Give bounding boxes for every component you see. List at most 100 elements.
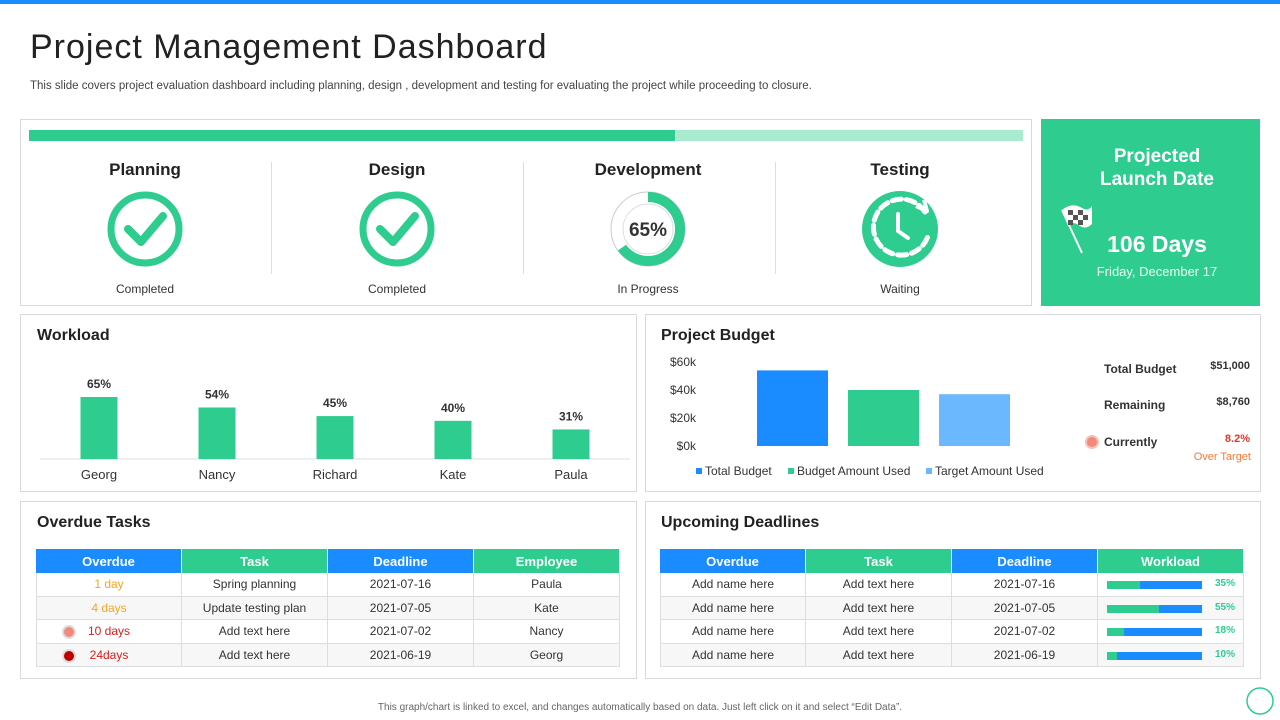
table-cell: Spring planning bbox=[182, 573, 328, 597]
workload-bar bbox=[1107, 604, 1160, 613]
table-cell: Add name here bbox=[660, 573, 806, 597]
bar bbox=[434, 420, 472, 459]
workload-track bbox=[1107, 581, 1202, 589]
donut-label: 65% bbox=[629, 220, 667, 241]
stage-name: Testing bbox=[870, 160, 930, 179]
x-tick-label: Georg bbox=[81, 467, 117, 482]
workload-label: 35% bbox=[1214, 578, 1235, 589]
launch-date: Friday, December 17 bbox=[1096, 264, 1218, 279]
table-cell: 2021-07-02 bbox=[328, 620, 474, 644]
check-icon bbox=[107, 191, 183, 267]
legend-label: Budget Amount Used bbox=[797, 464, 910, 478]
launch-title-line: Launch Date bbox=[1099, 169, 1215, 190]
stage-icons: 65% bbox=[107, 191, 938, 267]
workload-bar bbox=[1107, 628, 1125, 636]
table-cell: 2021-07-05 bbox=[952, 596, 1098, 620]
table-cell: Add text here bbox=[182, 620, 328, 644]
panel-title: Overdue Tasks bbox=[37, 514, 151, 531]
table-cell: 2021-06-19 bbox=[328, 643, 474, 667]
table-cell: Add text here bbox=[806, 573, 952, 597]
launch-days: 106 Days bbox=[1107, 231, 1207, 257]
table-cell: Add name here bbox=[660, 620, 806, 644]
legend-label: Total Budget bbox=[705, 464, 772, 478]
workload-panel bbox=[20, 314, 637, 492]
alert-dot bbox=[62, 648, 76, 663]
table-cell: Add text here bbox=[806, 643, 952, 667]
x-tick-label: Nancy bbox=[199, 467, 236, 482]
legend-swatch bbox=[926, 468, 932, 474]
table-header: Task bbox=[806, 549, 952, 573]
clock-icon bbox=[862, 191, 938, 267]
x-tick-label: Kate bbox=[440, 467, 467, 482]
workload-label: 10% bbox=[1214, 648, 1235, 660]
table-cell: 2021-06-19 bbox=[952, 643, 1098, 667]
table-cell: Georg bbox=[474, 643, 620, 667]
status-dot bbox=[1085, 435, 1099, 449]
table-header: Workload bbox=[1098, 549, 1244, 573]
summary-value: $51,000 bbox=[1210, 360, 1250, 372]
bar bbox=[757, 370, 828, 446]
table-header: Overdue bbox=[660, 549, 806, 573]
footer-note: This graph/chart is linked to excel, and… bbox=[377, 702, 903, 713]
stages-panel bbox=[20, 119, 1032, 306]
legend-label: Target Amount Used bbox=[935, 464, 1044, 478]
table-header: Deadline bbox=[952, 549, 1098, 573]
top-strip bbox=[0, 0, 1280, 4]
legend-swatch bbox=[696, 468, 702, 474]
y-tick-label: $20k bbox=[670, 411, 697, 425]
table-header: Deadline bbox=[328, 549, 474, 573]
alert-dot bbox=[62, 625, 76, 639]
divider bbox=[523, 162, 524, 274]
panel-title: Project Budget bbox=[661, 327, 775, 344]
value-label: 54% bbox=[205, 387, 229, 401]
bar bbox=[552, 429, 590, 459]
table-cell: 4 days bbox=[36, 596, 182, 620]
value-label: 31% bbox=[559, 409, 583, 423]
bar bbox=[939, 394, 1010, 446]
summary-label: Remaining bbox=[1104, 398, 1165, 412]
workload-label: 55% bbox=[1214, 601, 1235, 613]
summary-label: Total Budget bbox=[1104, 362, 1176, 376]
summary-label: Currently bbox=[1104, 435, 1158, 449]
table-cell: Update testing plan bbox=[182, 596, 328, 620]
table-cell: Add name here bbox=[660, 596, 806, 620]
bar bbox=[198, 407, 236, 459]
corner-circle bbox=[1246, 687, 1274, 715]
table-cell: 10 days bbox=[36, 620, 182, 644]
divider bbox=[775, 162, 776, 274]
table-cell: Kate bbox=[474, 596, 620, 620]
table-cell: Add text here bbox=[806, 620, 952, 644]
table-cell: 2021-07-05 bbox=[328, 596, 474, 620]
value-label: 45% bbox=[323, 396, 347, 410]
x-tick-label: Richard bbox=[313, 467, 358, 482]
legend-swatch bbox=[788, 468, 794, 474]
workload-track bbox=[1107, 628, 1202, 636]
summary-value: $8,760 bbox=[1216, 396, 1250, 408]
table-header: Overdue bbox=[36, 549, 182, 573]
stage-status: Waiting bbox=[880, 282, 920, 296]
stage-name: Planning bbox=[109, 160, 181, 179]
table-cell: Paula bbox=[474, 573, 620, 597]
summary-value: 8.2% bbox=[1225, 433, 1250, 445]
y-tick-label: $40k bbox=[670, 383, 697, 397]
stage-status: Completed bbox=[115, 282, 175, 296]
progress-fill bbox=[29, 130, 675, 141]
donut-hole bbox=[622, 203, 674, 255]
launch-title: Projected Launch Date bbox=[1041, 145, 1273, 191]
table-cell: 2021-07-16 bbox=[952, 573, 1098, 597]
flag-icon bbox=[1061, 205, 1092, 254]
launch-title-line: Projected bbox=[1113, 146, 1201, 167]
stage-name: Design bbox=[368, 160, 426, 179]
table-cell: Add name here bbox=[660, 643, 806, 667]
summary-note: Over Target bbox=[1194, 451, 1251, 463]
workload-label: 18% bbox=[1214, 625, 1235, 636]
y-tick-label: $0k bbox=[677, 439, 697, 453]
donut-arc bbox=[611, 192, 685, 266]
table-cell: 1 day bbox=[36, 573, 182, 597]
bar bbox=[848, 390, 919, 446]
workload-track bbox=[1107, 651, 1202, 660]
charts: 65% Georg 54% Nancy 45% Richard 40% Kate 31% Paul… bbox=[40, 355, 1251, 482]
check-icon bbox=[359, 191, 435, 267]
bar bbox=[80, 397, 118, 459]
